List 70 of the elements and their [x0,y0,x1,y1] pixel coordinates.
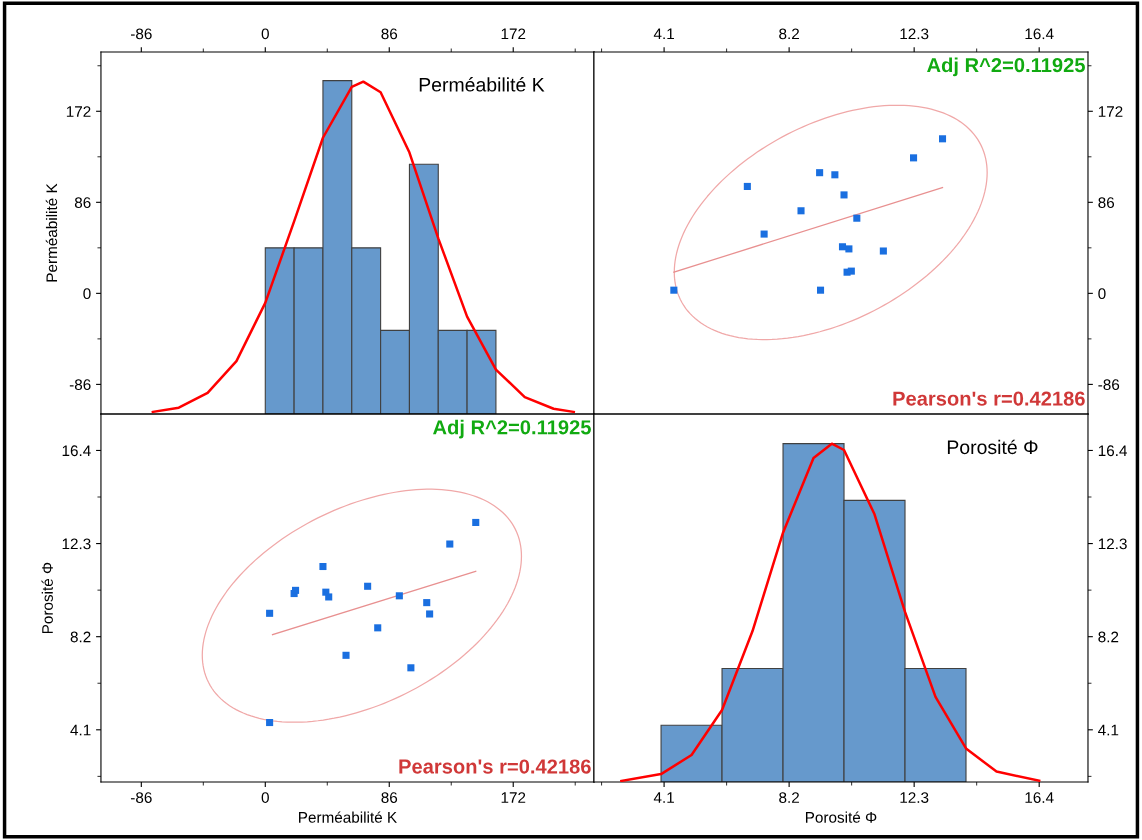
x-tick-label: 172 [501,792,526,803]
point [319,562,327,571]
x-tick-label: 4.1 [653,792,674,803]
annotation: Adj R^2=0.11925 [927,57,1085,77]
x-tick-label: 0 [261,792,269,803]
point [423,599,431,607]
point [910,154,918,162]
point [938,135,947,143]
y-tick-label: 172 [1098,106,1123,117]
x-tick-label: 4.1 [653,28,674,40]
y-tick-label: 4.1 [70,724,91,736]
x-tick-label: 16.4 [1025,792,1054,803]
annotation: Adj R^2=0.11925 [433,419,591,439]
point [446,540,454,548]
x-axis-title: Porosité Φ [805,811,877,823]
y-tick-label: 8.2 [1098,631,1119,643]
y-tick-label: 0 [83,288,91,300]
y-tick-label: 16.4 [62,445,91,457]
x-axis-title: Perméabilité K [299,811,397,823]
y-tick-label: -86 [69,379,91,391]
annotation: Perméabilité K [419,77,545,92]
point [817,286,825,294]
point [374,624,382,632]
y-tick-label: 12.3 [1098,538,1127,550]
annotation: Porosité Φ [947,439,1038,455]
point [266,719,274,727]
y-tick-label: -86 [1098,379,1120,391]
y-tick-label: 16.4 [1098,445,1127,457]
x-tick-label: 12.3 [900,28,929,40]
point [472,518,480,526]
point [292,586,300,594]
y-tick-label: 12.3 [62,538,91,550]
x-tick-label: -86 [130,28,152,40]
y-tick-label: 8.2 [70,631,91,643]
x-tick-label: 16.4 [1025,28,1054,40]
point [322,588,330,596]
x-tick-label: 8.2 [779,28,799,40]
point [831,171,839,179]
point [266,609,274,617]
point [426,610,434,618]
point [840,191,848,199]
x-tick-label: 0 [261,28,269,40]
point [845,245,853,253]
point [797,207,805,215]
y-axis-title: Porosité Φ [41,562,53,634]
point [670,286,678,294]
point [847,267,855,275]
point [743,182,751,190]
x-tick-label: 12.3 [900,792,929,803]
annotation: Pearson's r=0.42186 [893,391,1085,406]
x-tick-label: 86 [381,28,398,40]
y-tick-label: 4.1 [1098,724,1119,736]
x-tick-label: -86 [130,792,152,803]
point [407,664,415,672]
point [879,247,887,255]
y-axis-title: Perméabilité K [45,183,58,282]
x-tick-label: 86 [381,792,398,803]
y-tick-label: 86 [1098,197,1115,208]
point [342,651,350,659]
point [853,214,861,222]
x-tick-label: 8.2 [779,792,799,803]
y-tick-label: 172 [66,106,91,117]
point [364,582,372,590]
annotation: Pearson's r=0.42186 [399,759,591,774]
y-tick-label: 86 [74,197,91,208]
point [395,592,403,600]
point [816,169,824,177]
x-tick-label: 172 [501,28,526,40]
y-tick-label: 0 [1098,288,1106,300]
point [760,230,768,238]
